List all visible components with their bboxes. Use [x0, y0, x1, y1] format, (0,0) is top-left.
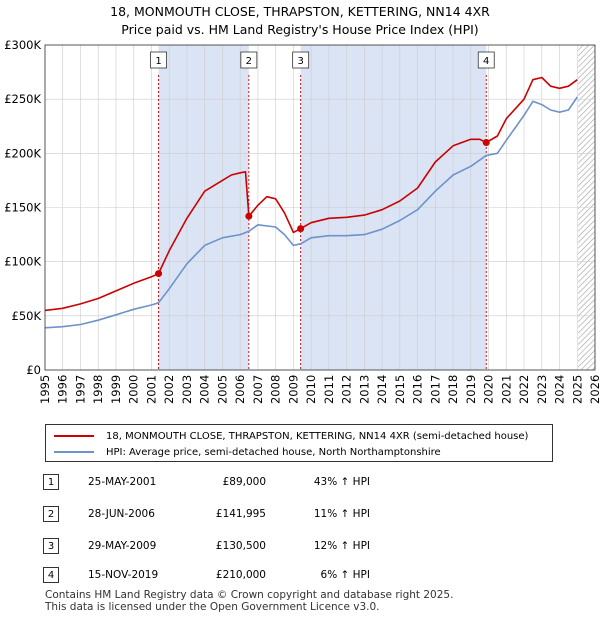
legend-price-label: 18, MONMOUTH CLOSE, THRAPSTON, KETTERING… — [106, 430, 529, 442]
legend-price-swatch — [54, 435, 94, 437]
x-tick-label: 2025 — [570, 375, 584, 404]
sale-price: £89,000 — [222, 476, 266, 488]
sale-label-number: 2 — [246, 56, 252, 67]
sale-number-badge: 2 — [43, 506, 59, 522]
legend-hpi-swatch — [54, 451, 94, 453]
sale-label-number: 3 — [297, 56, 303, 67]
x-tick-label: 2012 — [340, 375, 354, 404]
x-tick-label: 2018 — [446, 375, 460, 404]
sale-label-box: 4 — [477, 51, 495, 69]
sale-hpi-diff: 43% ↑ HPI — [313, 476, 370, 488]
x-tick-label: 2011 — [322, 375, 336, 404]
x-tick-label: 1999 — [109, 375, 123, 404]
sale-date: 28-JUN-2006 — [88, 508, 155, 520]
x-tick-label: 2003 — [180, 375, 194, 404]
x-tick-label: 2016 — [411, 375, 425, 404]
y-tick-label: £50K — [12, 309, 42, 323]
sale-point — [297, 225, 305, 233]
x-tick-label: 2006 — [233, 375, 247, 404]
y-tick-label: £300K — [4, 38, 41, 52]
x-tick-label: 1995 — [38, 375, 52, 404]
chart-title-address: 18, MONMOUTH CLOSE, THRAPSTON, KETTERING… — [110, 4, 490, 19]
y-tick-label: £250K — [4, 92, 41, 106]
x-tick-label: 2023 — [535, 375, 549, 404]
y-tick-label: £150K — [4, 201, 41, 215]
sale-hpi-diff: 12% ↑ HPI — [313, 540, 370, 552]
y-tick-label: £200K — [4, 146, 41, 160]
sale-number-badge: 1 — [43, 474, 59, 490]
x-tick-label: 2013 — [357, 375, 371, 404]
x-tick-label: 1996 — [56, 375, 70, 404]
sale-date: 29-MAY-2009 — [88, 540, 157, 552]
sale-label-frame — [150, 51, 167, 69]
x-tick-label: 2024 — [553, 375, 567, 404]
y-tick-label: £100K — [4, 255, 41, 269]
x-tick-label: 2004 — [198, 375, 212, 404]
x-tick-label: 2022 — [517, 375, 531, 404]
x-tick-label: 2009 — [286, 375, 300, 404]
sale-date: 25-MAY-2001 — [88, 476, 157, 488]
sale-hpi-diff: 6% ↑ HPI — [320, 569, 370, 581]
x-tick-label: 2021 — [499, 375, 513, 404]
x-tick-label: 2007 — [251, 375, 265, 404]
sale-price: £141,995 — [215, 508, 266, 520]
x-tick-label: 1997 — [73, 375, 87, 404]
sale-label-box: 3 — [292, 51, 310, 69]
x-tick-label: 2019 — [464, 375, 478, 404]
footer-copyright: Contains HM Land Registry data © Crown c… — [45, 589, 454, 601]
x-tick-label: 2017 — [428, 375, 442, 404]
sale-label-number: 1 — [155, 56, 161, 67]
sale-point — [245, 212, 253, 220]
sale-label-box: 2 — [240, 51, 258, 69]
sale-number-badge: 4 — [43, 567, 59, 583]
sale-label-frame — [477, 51, 495, 69]
x-tick-label: 2020 — [482, 375, 496, 404]
sale-label-frame — [292, 51, 310, 69]
plot-frame — [44, 44, 596, 371]
sale-price: £130,500 — [215, 540, 266, 552]
x-tick-label: 2014 — [375, 375, 389, 404]
legend: 18, MONMOUTH CLOSE, THRAPSTON, KETTERING… — [45, 424, 553, 462]
x-tick-label: 2026 — [588, 375, 600, 404]
x-tick-label: 2005 — [215, 375, 229, 404]
sale-label-box: 1 — [150, 51, 167, 69]
legend-item-hpi: HPI: Average price, semi-detached house,… — [54, 444, 441, 460]
price-chart: 1 2 3 4 £0 £50K £100K £150K £200K £250K £300K 1995 1… — [4, 38, 600, 404]
sale-label-frame — [240, 51, 258, 69]
x-tick-label: 2000 — [127, 375, 141, 404]
hpi-line — [44, 96, 578, 329]
sale-number-badge: 3 — [43, 538, 59, 554]
legend-item-price: 18, MONMOUTH CLOSE, THRAPSTON, KETTERING… — [54, 428, 528, 444]
x-tick-label: 2002 — [162, 375, 176, 404]
sale-label-number: 4 — [483, 56, 489, 67]
y-tick-label: £0 — [26, 363, 41, 377]
x-tick-label: 2015 — [393, 375, 407, 404]
x-tick-label: 2010 — [304, 375, 318, 404]
x-tick-label: 1998 — [91, 375, 105, 404]
x-tick-label: 2008 — [269, 375, 283, 404]
chart-subtitle: Price paid vs. HM Land Registry's House … — [121, 22, 479, 37]
sale-point — [482, 139, 490, 146]
sale-date: 15-NOV-2019 — [88, 569, 159, 581]
x-tick-label: 2001 — [144, 375, 158, 404]
footer-license: This data is licensed under the Open Gov… — [45, 601, 380, 613]
sale-point — [155, 270, 163, 278]
sale-price: £210,000 — [215, 569, 266, 581]
sale-hpi-diff: 11% ↑ HPI — [313, 508, 370, 520]
legend-hpi-label: HPI: Average price, semi-detached house,… — [106, 446, 441, 458]
